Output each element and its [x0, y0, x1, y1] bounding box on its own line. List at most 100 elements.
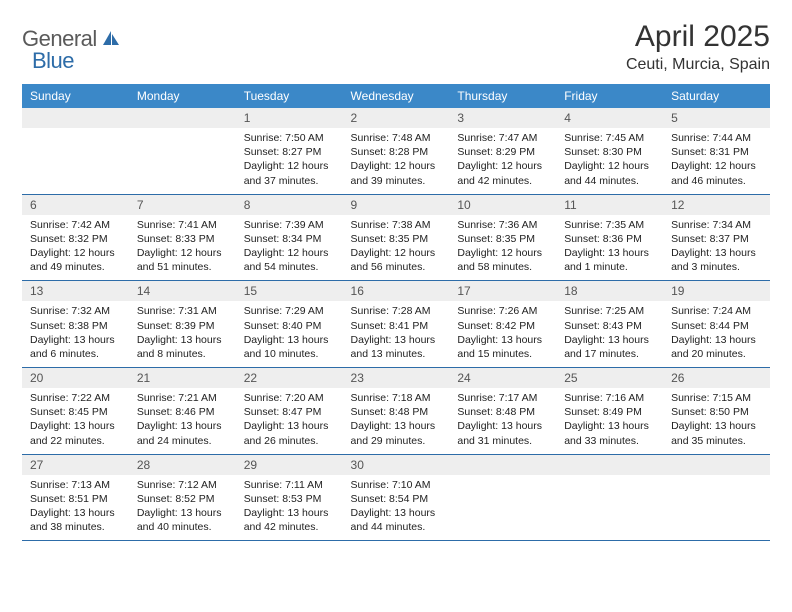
day-header-tuesday: Tuesday — [236, 84, 343, 108]
day-number-cell: 27 — [22, 454, 129, 475]
day-number: 28 — [129, 455, 236, 475]
day-content: Sunrise: 7:18 AMSunset: 8:48 PMDaylight:… — [343, 388, 450, 454]
day-number-cell: 30 — [343, 454, 450, 475]
sunrise-text: Sunrise: 7:48 AM — [351, 131, 442, 145]
day-number-cell: 5 — [663, 108, 770, 128]
day-number-cell: 16 — [343, 281, 450, 302]
day-content — [129, 128, 236, 180]
sunset-text: Sunset: 8:43 PM — [564, 319, 655, 333]
day-cell: Sunrise: 7:44 AMSunset: 8:31 PMDaylight:… — [663, 128, 770, 194]
day-number: 27 — [22, 455, 129, 475]
day-content: Sunrise: 7:20 AMSunset: 8:47 PMDaylight:… — [236, 388, 343, 454]
day-number-cell: 12 — [663, 194, 770, 215]
sunrise-text: Sunrise: 7:26 AM — [457, 304, 548, 318]
day-header-monday: Monday — [129, 84, 236, 108]
day-content: Sunrise: 7:11 AMSunset: 8:53 PMDaylight:… — [236, 475, 343, 541]
day-cell: Sunrise: 7:45 AMSunset: 8:30 PMDaylight:… — [556, 128, 663, 194]
day-number-cell: 11 — [556, 194, 663, 215]
day-number: 6 — [22, 195, 129, 215]
sunrise-text: Sunrise: 7:50 AM — [244, 131, 335, 145]
sunset-text: Sunset: 8:27 PM — [244, 145, 335, 159]
sunset-text: Sunset: 8:30 PM — [564, 145, 655, 159]
sunrise-text: Sunrise: 7:13 AM — [30, 478, 121, 492]
daylight-text: Daylight: 13 hours and 1 minute. — [564, 246, 655, 274]
day-number: 12 — [663, 195, 770, 215]
day-number: 23 — [343, 368, 450, 388]
daylight-text: Daylight: 13 hours and 6 minutes. — [30, 333, 121, 361]
day-cell: Sunrise: 7:20 AMSunset: 8:47 PMDaylight:… — [236, 388, 343, 454]
day-number: 16 — [343, 281, 450, 301]
logo-sail-icon — [101, 29, 121, 50]
day-content — [556, 475, 663, 527]
sunrise-text: Sunrise: 7:29 AM — [244, 304, 335, 318]
day-cell: Sunrise: 7:10 AMSunset: 8:54 PMDaylight:… — [343, 475, 450, 541]
sunset-text: Sunset: 8:48 PM — [351, 405, 442, 419]
day-number-cell: 4 — [556, 108, 663, 128]
day-content: Sunrise: 7:45 AMSunset: 8:30 PMDaylight:… — [556, 128, 663, 194]
day-header-sunday: Sunday — [22, 84, 129, 108]
day-cell: Sunrise: 7:11 AMSunset: 8:53 PMDaylight:… — [236, 475, 343, 541]
daylight-text: Daylight: 13 hours and 3 minutes. — [671, 246, 762, 274]
day-number: 25 — [556, 368, 663, 388]
day-number: 14 — [129, 281, 236, 301]
day-cell: Sunrise: 7:47 AMSunset: 8:29 PMDaylight:… — [449, 128, 556, 194]
calendar-body: 12345Sunrise: 7:50 AMSunset: 8:27 PMDayl… — [22, 108, 770, 541]
day-content: Sunrise: 7:44 AMSunset: 8:31 PMDaylight:… — [663, 128, 770, 194]
day-content — [663, 475, 770, 527]
day-cell: Sunrise: 7:24 AMSunset: 8:44 PMDaylight:… — [663, 301, 770, 367]
day-number-cell: 3 — [449, 108, 556, 128]
day-content: Sunrise: 7:38 AMSunset: 8:35 PMDaylight:… — [343, 215, 450, 281]
day-cell — [449, 475, 556, 541]
day-content: Sunrise: 7:17 AMSunset: 8:48 PMDaylight:… — [449, 388, 556, 454]
day-number: 5 — [663, 108, 770, 128]
daylight-text: Daylight: 12 hours and 58 minutes. — [457, 246, 548, 274]
logo-blue-wrap: Blue — [32, 48, 74, 74]
sunset-text: Sunset: 8:37 PM — [671, 232, 762, 246]
daylight-text: Daylight: 13 hours and 17 minutes. — [564, 333, 655, 361]
sunset-text: Sunset: 8:41 PM — [351, 319, 442, 333]
sunset-text: Sunset: 8:54 PM — [351, 492, 442, 506]
day-cell — [22, 128, 129, 194]
sunset-text: Sunset: 8:32 PM — [30, 232, 121, 246]
day-number-cell: 6 — [22, 194, 129, 215]
sunrise-text: Sunrise: 7:18 AM — [351, 391, 442, 405]
sunset-text: Sunset: 8:29 PM — [457, 145, 548, 159]
sunset-text: Sunset: 8:40 PM — [244, 319, 335, 333]
day-cell: Sunrise: 7:29 AMSunset: 8:40 PMDaylight:… — [236, 301, 343, 367]
day-content: Sunrise: 7:13 AMSunset: 8:51 PMDaylight:… — [22, 475, 129, 541]
day-content: Sunrise: 7:50 AMSunset: 8:27 PMDaylight:… — [236, 128, 343, 194]
day-number-row: 27282930 — [22, 454, 770, 475]
day-cell: Sunrise: 7:35 AMSunset: 8:36 PMDaylight:… — [556, 215, 663, 281]
day-number: 1 — [236, 108, 343, 128]
day-content: Sunrise: 7:39 AMSunset: 8:34 PMDaylight:… — [236, 215, 343, 281]
day-content: Sunrise: 7:12 AMSunset: 8:52 PMDaylight:… — [129, 475, 236, 541]
location: Ceuti, Murcia, Spain — [626, 56, 770, 74]
day-number-cell: 17 — [449, 281, 556, 302]
sunset-text: Sunset: 8:49 PM — [564, 405, 655, 419]
sunset-text: Sunset: 8:52 PM — [137, 492, 228, 506]
day-content: Sunrise: 7:24 AMSunset: 8:44 PMDaylight:… — [663, 301, 770, 367]
day-cell — [556, 475, 663, 541]
sunrise-text: Sunrise: 7:10 AM — [351, 478, 442, 492]
day-cell — [129, 128, 236, 194]
sunset-text: Sunset: 8:47 PM — [244, 405, 335, 419]
day-number: 2 — [343, 108, 450, 128]
daylight-text: Daylight: 13 hours and 22 minutes. — [30, 419, 121, 447]
daylight-text: Daylight: 13 hours and 26 minutes. — [244, 419, 335, 447]
day-number-cell: 18 — [556, 281, 663, 302]
sunrise-text: Sunrise: 7:32 AM — [30, 304, 121, 318]
daylight-text: Daylight: 12 hours and 46 minutes. — [671, 159, 762, 187]
day-content — [449, 475, 556, 527]
sunrise-text: Sunrise: 7:15 AM — [671, 391, 762, 405]
daylight-text: Daylight: 13 hours and 24 minutes. — [137, 419, 228, 447]
day-cell: Sunrise: 7:17 AMSunset: 8:48 PMDaylight:… — [449, 388, 556, 454]
day-content: Sunrise: 7:22 AMSunset: 8:45 PMDaylight:… — [22, 388, 129, 454]
day-cell: Sunrise: 7:15 AMSunset: 8:50 PMDaylight:… — [663, 388, 770, 454]
day-content: Sunrise: 7:47 AMSunset: 8:29 PMDaylight:… — [449, 128, 556, 194]
day-number-cell: 13 — [22, 281, 129, 302]
day-number-cell: 9 — [343, 194, 450, 215]
header: General April 2025 Ceuti, Murcia, Spain — [22, 20, 770, 74]
sunset-text: Sunset: 8:51 PM — [30, 492, 121, 506]
day-header-wednesday: Wednesday — [343, 84, 450, 108]
day-cell: Sunrise: 7:42 AMSunset: 8:32 PMDaylight:… — [22, 215, 129, 281]
